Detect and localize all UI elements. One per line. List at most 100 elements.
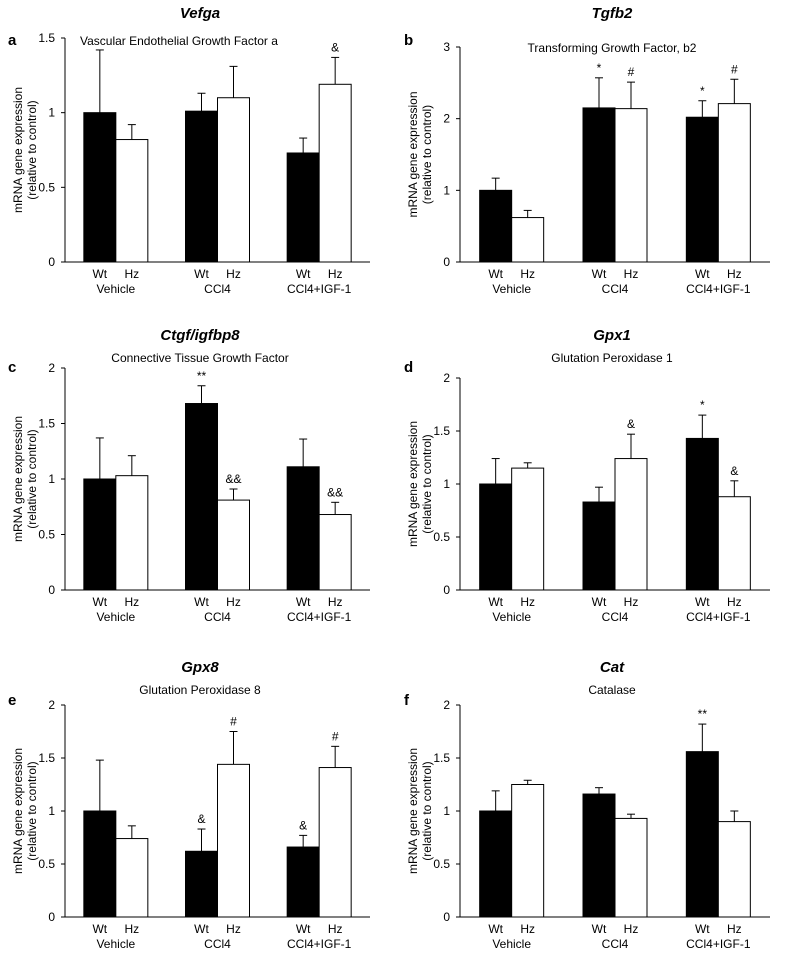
significance-mark: #	[332, 729, 339, 743]
panel-letter: c	[8, 359, 16, 376]
bar-label: Hz	[520, 267, 535, 281]
y-tick-label: 1.5	[38, 751, 55, 765]
y-tick-label: 0.5	[433, 857, 450, 871]
y-axis-label: (relative to control)	[420, 761, 434, 860]
y-tick-label: 0	[48, 255, 55, 269]
group-label: CCl4+IGF-1	[686, 282, 751, 296]
bar-label: Hz	[727, 267, 742, 281]
significance-mark: #	[731, 62, 738, 76]
bar-wt	[479, 483, 513, 591]
bar-label: Hz	[520, 595, 535, 609]
bar-wt	[185, 403, 218, 591]
group-label: CCl4	[204, 937, 231, 951]
bar-label: Wt	[592, 922, 607, 936]
panel-letter: b	[404, 32, 413, 49]
bar-label: Hz	[226, 267, 241, 281]
significance-mark: **	[698, 707, 708, 721]
bar-label: Wt	[695, 595, 710, 609]
group-label: Vehicle	[492, 282, 531, 296]
significance-mark: &	[197, 812, 205, 826]
bar-label: Wt	[592, 595, 607, 609]
bar-label: Hz	[624, 922, 639, 936]
y-axis-label: (relative to control)	[420, 105, 434, 204]
bar-label: Wt	[194, 267, 209, 281]
bar-hz	[115, 139, 149, 263]
bar-wt	[582, 501, 616, 591]
significance-mark: #	[230, 715, 237, 729]
significance-mark: &	[730, 464, 738, 478]
bar-wt	[286, 466, 320, 591]
y-axis-label: mRNA gene expression	[406, 91, 420, 217]
y-tick-label: 1.5	[38, 417, 55, 431]
panel-letter: a	[8, 32, 17, 49]
bar-hz	[614, 817, 648, 918]
bar-hz	[217, 763, 250, 918]
y-tick-label: 2	[48, 698, 55, 712]
bar-wt	[83, 478, 117, 591]
bar-label: Wt	[695, 267, 710, 281]
bar-wt	[185, 110, 218, 263]
bar-wt	[685, 437, 719, 591]
bar-hz	[217, 499, 250, 591]
y-axis-label: (relative to control)	[25, 429, 39, 528]
bar-wt	[582, 107, 616, 263]
panel-letter: f	[404, 692, 410, 709]
y-tick-label: 0.5	[38, 857, 55, 871]
y-axis-label: mRNA gene expression	[406, 421, 420, 547]
y-axis-label: mRNA gene expression	[11, 748, 25, 874]
panel-letter: d	[404, 359, 413, 376]
bar-label: Wt	[194, 595, 209, 609]
y-tick-label: 0	[48, 910, 55, 924]
bar-label: Wt	[695, 922, 710, 936]
group-label: CCl4+IGF-1	[686, 610, 751, 624]
bar-label: Hz	[727, 922, 742, 936]
group-label: CCl4	[204, 282, 231, 296]
y-tick-label: 1.5	[433, 424, 450, 438]
y-tick-label: 0.5	[38, 528, 55, 542]
bar-label: Hz	[624, 267, 639, 281]
group-label: CCl4	[204, 610, 231, 624]
group-label: CCl4	[602, 937, 629, 951]
y-tick-label: 2	[443, 112, 450, 126]
bar-hz	[717, 496, 751, 591]
bar-wt	[83, 112, 117, 263]
y-tick-label: 1	[48, 804, 55, 818]
bar-hz	[115, 838, 149, 918]
panel-f: f Cat Catalase mRNA gene expression (relativ…	[404, 659, 770, 951]
significance-mark: &	[299, 818, 307, 832]
chart-subtitle: Vascular Endothelial Growth Factor a	[80, 34, 278, 48]
group-label: CCl4+IGF-1	[686, 937, 751, 951]
chart-title: Gpx1	[593, 327, 631, 344]
y-axis-label: mRNA gene expression	[11, 87, 25, 213]
bar-hz	[318, 767, 352, 918]
group-label: CCl4+IGF-1	[287, 610, 352, 624]
bar-label: Wt	[92, 267, 107, 281]
significance-mark: &	[627, 417, 635, 431]
bar-label: Wt	[296, 922, 311, 936]
bar-hz	[717, 821, 751, 918]
bar-label: Hz	[520, 922, 535, 936]
y-axis-label: (relative to control)	[25, 100, 39, 199]
panel-e: e Gpx8 Glutation Peroxidase 8 mRNA gene exp…	[8, 659, 370, 951]
y-tick-label: 0.5	[38, 180, 55, 194]
chart-title: Vefga	[180, 5, 220, 22]
y-tick-label: 1	[48, 106, 55, 120]
bar-hz	[614, 108, 648, 263]
bar-wt	[685, 116, 719, 263]
chart-title: Tgfb2	[592, 5, 633, 22]
chart-subtitle: Glutation Peroxidase 1	[551, 351, 673, 365]
chart-title: Ctgf/igfbp8	[160, 327, 240, 344]
significance-mark: *	[700, 398, 705, 412]
y-tick-label: 1	[48, 472, 55, 486]
bar-label: Hz	[226, 595, 241, 609]
bar-label: Hz	[226, 922, 241, 936]
group-label: Vehicle	[96, 610, 135, 624]
bar-wt	[83, 810, 117, 918]
bar-label: Wt	[296, 595, 311, 609]
y-tick-label: 3	[443, 40, 450, 54]
significance-mark: #	[628, 65, 635, 79]
bar-label: Hz	[124, 922, 139, 936]
bar-wt	[582, 793, 616, 918]
significance-mark: *	[597, 61, 602, 75]
